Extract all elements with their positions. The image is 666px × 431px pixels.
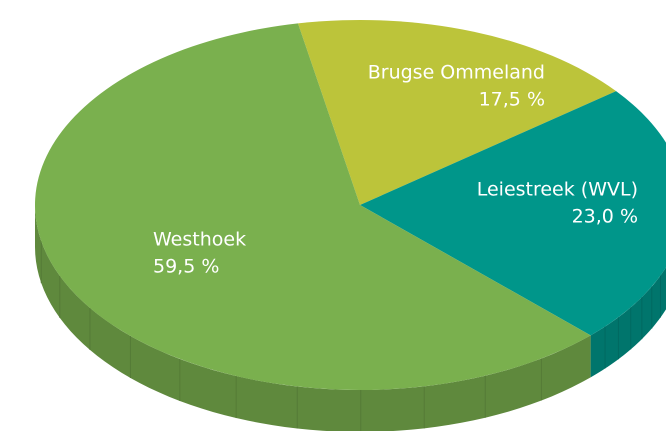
slice-label: Westhoek	[153, 229, 246, 251]
slice-value-label: 59,5 %	[153, 256, 219, 278]
slice	[297, 19, 617, 205]
slice-label: Brugse Ommeland	[368, 62, 545, 84]
slice	[34, 23, 591, 391]
slice-side	[35, 205, 591, 431]
slice-side	[590, 267, 666, 378]
slice-label: Leiestreek (WVL)	[477, 179, 638, 201]
slice-value-label: 17,5 %	[479, 89, 545, 111]
slice	[360, 91, 666, 336]
slice-value-label: 23,0 %	[572, 206, 638, 228]
